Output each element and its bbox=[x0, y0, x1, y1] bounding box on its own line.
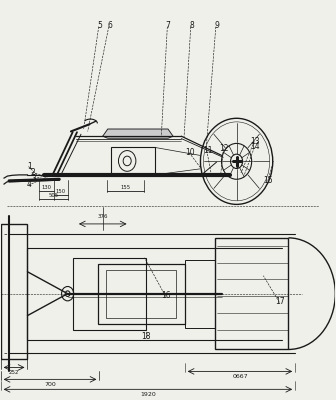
Text: 18: 18 bbox=[141, 332, 151, 341]
Text: 150: 150 bbox=[55, 189, 66, 194]
Text: 12: 12 bbox=[219, 144, 229, 153]
Text: 4: 4 bbox=[27, 180, 32, 189]
Text: 16: 16 bbox=[162, 291, 171, 300]
Polygon shape bbox=[103, 129, 173, 138]
Text: 155: 155 bbox=[120, 185, 131, 190]
Bar bbox=[98, 264, 185, 324]
Text: 11: 11 bbox=[203, 146, 212, 155]
Text: 14: 14 bbox=[250, 142, 260, 152]
Text: 0667: 0667 bbox=[232, 374, 248, 379]
Bar bbox=[111, 147, 155, 175]
Bar bbox=[73, 258, 146, 330]
Bar bbox=[106, 270, 176, 318]
Text: 17: 17 bbox=[275, 297, 285, 306]
Text: 13: 13 bbox=[250, 136, 260, 146]
Text: 130: 130 bbox=[41, 185, 51, 190]
Text: 3: 3 bbox=[32, 174, 37, 183]
Text: 5: 5 bbox=[97, 21, 102, 30]
Text: 7: 7 bbox=[166, 21, 170, 30]
Text: 700: 700 bbox=[44, 382, 56, 387]
Text: 376: 376 bbox=[97, 214, 108, 219]
Bar bbox=[185, 260, 215, 328]
Text: 15: 15 bbox=[263, 176, 273, 185]
Text: 8: 8 bbox=[189, 21, 194, 30]
Text: 9: 9 bbox=[214, 21, 219, 30]
Text: 6: 6 bbox=[107, 21, 112, 30]
Text: 505: 505 bbox=[48, 193, 58, 198]
Bar bbox=[215, 238, 289, 350]
Text: 1920: 1920 bbox=[140, 392, 156, 397]
Bar bbox=[1, 224, 28, 360]
Text: 10: 10 bbox=[185, 148, 195, 157]
Text: 2: 2 bbox=[30, 168, 35, 176]
Text: 252: 252 bbox=[9, 370, 19, 375]
Text: 1: 1 bbox=[27, 162, 32, 171]
